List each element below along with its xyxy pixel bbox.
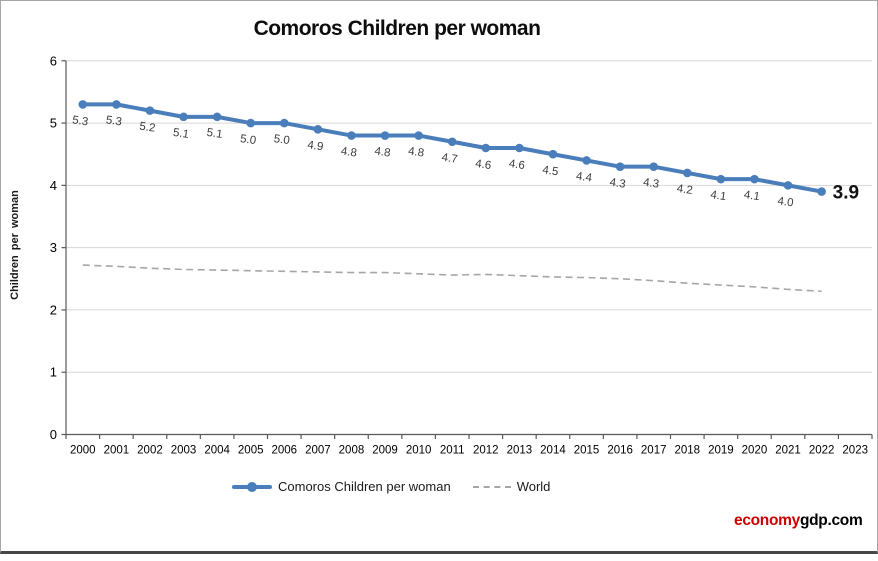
x-tick-label: 2012 bbox=[473, 445, 499, 457]
comoros-data-point bbox=[817, 187, 826, 196]
world-series-line bbox=[82, 264, 822, 293]
data-label: 4.7 bbox=[441, 152, 459, 166]
comoros-data-point bbox=[750, 174, 759, 184]
x-tick-label: 2023 bbox=[842, 445, 868, 457]
logo-black-part: gdp.com bbox=[799, 512, 863, 529]
x-tick-label: 2019 bbox=[708, 445, 734, 457]
comoros-data-point bbox=[313, 125, 323, 134]
x-tick-label: 2009 bbox=[372, 445, 398, 457]
x-tick-label: 2004 bbox=[204, 445, 230, 457]
y-tick-label: 5 bbox=[50, 116, 57, 131]
data-label: 5.1 bbox=[206, 127, 224, 141]
y-tick-label: 6 bbox=[50, 53, 57, 68]
data-label: 5.1 bbox=[172, 127, 190, 141]
economygdp-logo: economygdp.com bbox=[734, 512, 863, 530]
comoros-data-point bbox=[481, 143, 491, 153]
x-tick-label: 2000 bbox=[70, 445, 96, 457]
data-label: 4.8 bbox=[374, 146, 392, 160]
world-dash-swatch-icon bbox=[472, 485, 511, 488]
comoros-data-point bbox=[179, 112, 188, 122]
data-label: 4.3 bbox=[642, 177, 660, 191]
x-tick-label: 2016 bbox=[607, 445, 633, 457]
data-label: 4.2 bbox=[676, 183, 694, 197]
x-tick-label: 2008 bbox=[339, 445, 365, 457]
data-label: 4.8 bbox=[407, 146, 425, 160]
comoros-data-point bbox=[682, 168, 692, 178]
comoros-data-point bbox=[78, 100, 88, 109]
footnote-line-1: World Bank Data. 2.1 children per woman … bbox=[49, 549, 541, 551]
data-label: 5.3 bbox=[105, 114, 123, 128]
data-label: 4.5 bbox=[542, 164, 560, 178]
data-label: 5.2 bbox=[139, 121, 157, 135]
comoros-data-point bbox=[212, 112, 222, 122]
comoros-data-point bbox=[380, 131, 390, 140]
comoros-data-point bbox=[447, 137, 457, 147]
comoros-data-point bbox=[515, 143, 524, 153]
data-label: 4.1 bbox=[743, 189, 761, 203]
x-tick-label: 2020 bbox=[742, 445, 768, 457]
x-tick-label: 2010 bbox=[406, 445, 432, 457]
comoros-data-point bbox=[279, 118, 289, 128]
comoros-data-point bbox=[112, 100, 121, 109]
logo-red-part: economy bbox=[734, 512, 800, 529]
data-label: 4.4 bbox=[575, 170, 593, 184]
comoros-data-point bbox=[246, 118, 256, 128]
legend-label-comoros: Comoros Children per woman bbox=[278, 479, 451, 494]
x-tick-label: 2005 bbox=[238, 445, 264, 457]
data-label: 5.0 bbox=[273, 133, 291, 147]
y-tick-label: 4 bbox=[50, 178, 57, 193]
x-tick-label: 2002 bbox=[137, 445, 163, 457]
data-label: 4.6 bbox=[474, 158, 492, 172]
x-tick-label: 2022 bbox=[809, 445, 835, 457]
x-tick-label: 2017 bbox=[641, 445, 667, 457]
comoros-data-point bbox=[783, 181, 793, 190]
data-label: 4.0 bbox=[777, 195, 795, 209]
comoros-data-point bbox=[145, 106, 155, 115]
x-tick-label: 2011 bbox=[440, 445, 465, 457]
comoros-data-point bbox=[615, 162, 625, 171]
comoros-data-point bbox=[548, 149, 558, 159]
x-tick-label: 2015 bbox=[574, 445, 600, 457]
comoros-line-swatch-icon bbox=[232, 478, 272, 495]
comoros-data-point bbox=[347, 131, 356, 140]
x-tick-label: 2013 bbox=[507, 445, 533, 457]
x-tick-label: 2014 bbox=[540, 445, 566, 457]
y-tick-label: 1 bbox=[50, 365, 57, 380]
y-tick-label: 0 bbox=[50, 427, 57, 442]
x-tick-label: 2021 bbox=[775, 445, 801, 457]
data-label: 4.6 bbox=[508, 158, 526, 172]
y-tick-label: 2 bbox=[50, 302, 57, 317]
footnote: World Bank Data. 2.1 children per woman … bbox=[49, 511, 541, 551]
end-value-label: 3.9 bbox=[833, 183, 859, 204]
comoros-data-point bbox=[716, 174, 726, 184]
chart-title: Comoros Children per woman bbox=[253, 17, 541, 40]
comoros-data-point bbox=[414, 131, 423, 140]
legend-label-world: World bbox=[516, 479, 551, 494]
x-tick-label: 2001 bbox=[104, 445, 130, 457]
chart-legend: Comoros Children per woman World bbox=[232, 478, 550, 495]
data-label: 4.3 bbox=[609, 177, 627, 191]
legend-item-comoros: Comoros Children per woman bbox=[232, 478, 451, 495]
x-tick-label: 2006 bbox=[271, 445, 297, 457]
legend-item-world: World bbox=[472, 479, 551, 494]
data-label: 4.9 bbox=[307, 139, 325, 153]
x-tick-label: 2003 bbox=[171, 445, 197, 457]
comoros-data-point bbox=[649, 162, 659, 171]
data-label: 4.8 bbox=[340, 146, 358, 160]
y-tick-label: 3 bbox=[50, 240, 57, 255]
comoros-series-line bbox=[80, 102, 824, 194]
data-label: 5.3 bbox=[71, 114, 89, 128]
comoros-data-point bbox=[582, 156, 591, 165]
x-tick-label: 2018 bbox=[674, 445, 700, 457]
data-label: 4.1 bbox=[710, 189, 728, 203]
x-tick-label: 2007 bbox=[305, 445, 331, 457]
data-label: 5.0 bbox=[239, 133, 257, 147]
